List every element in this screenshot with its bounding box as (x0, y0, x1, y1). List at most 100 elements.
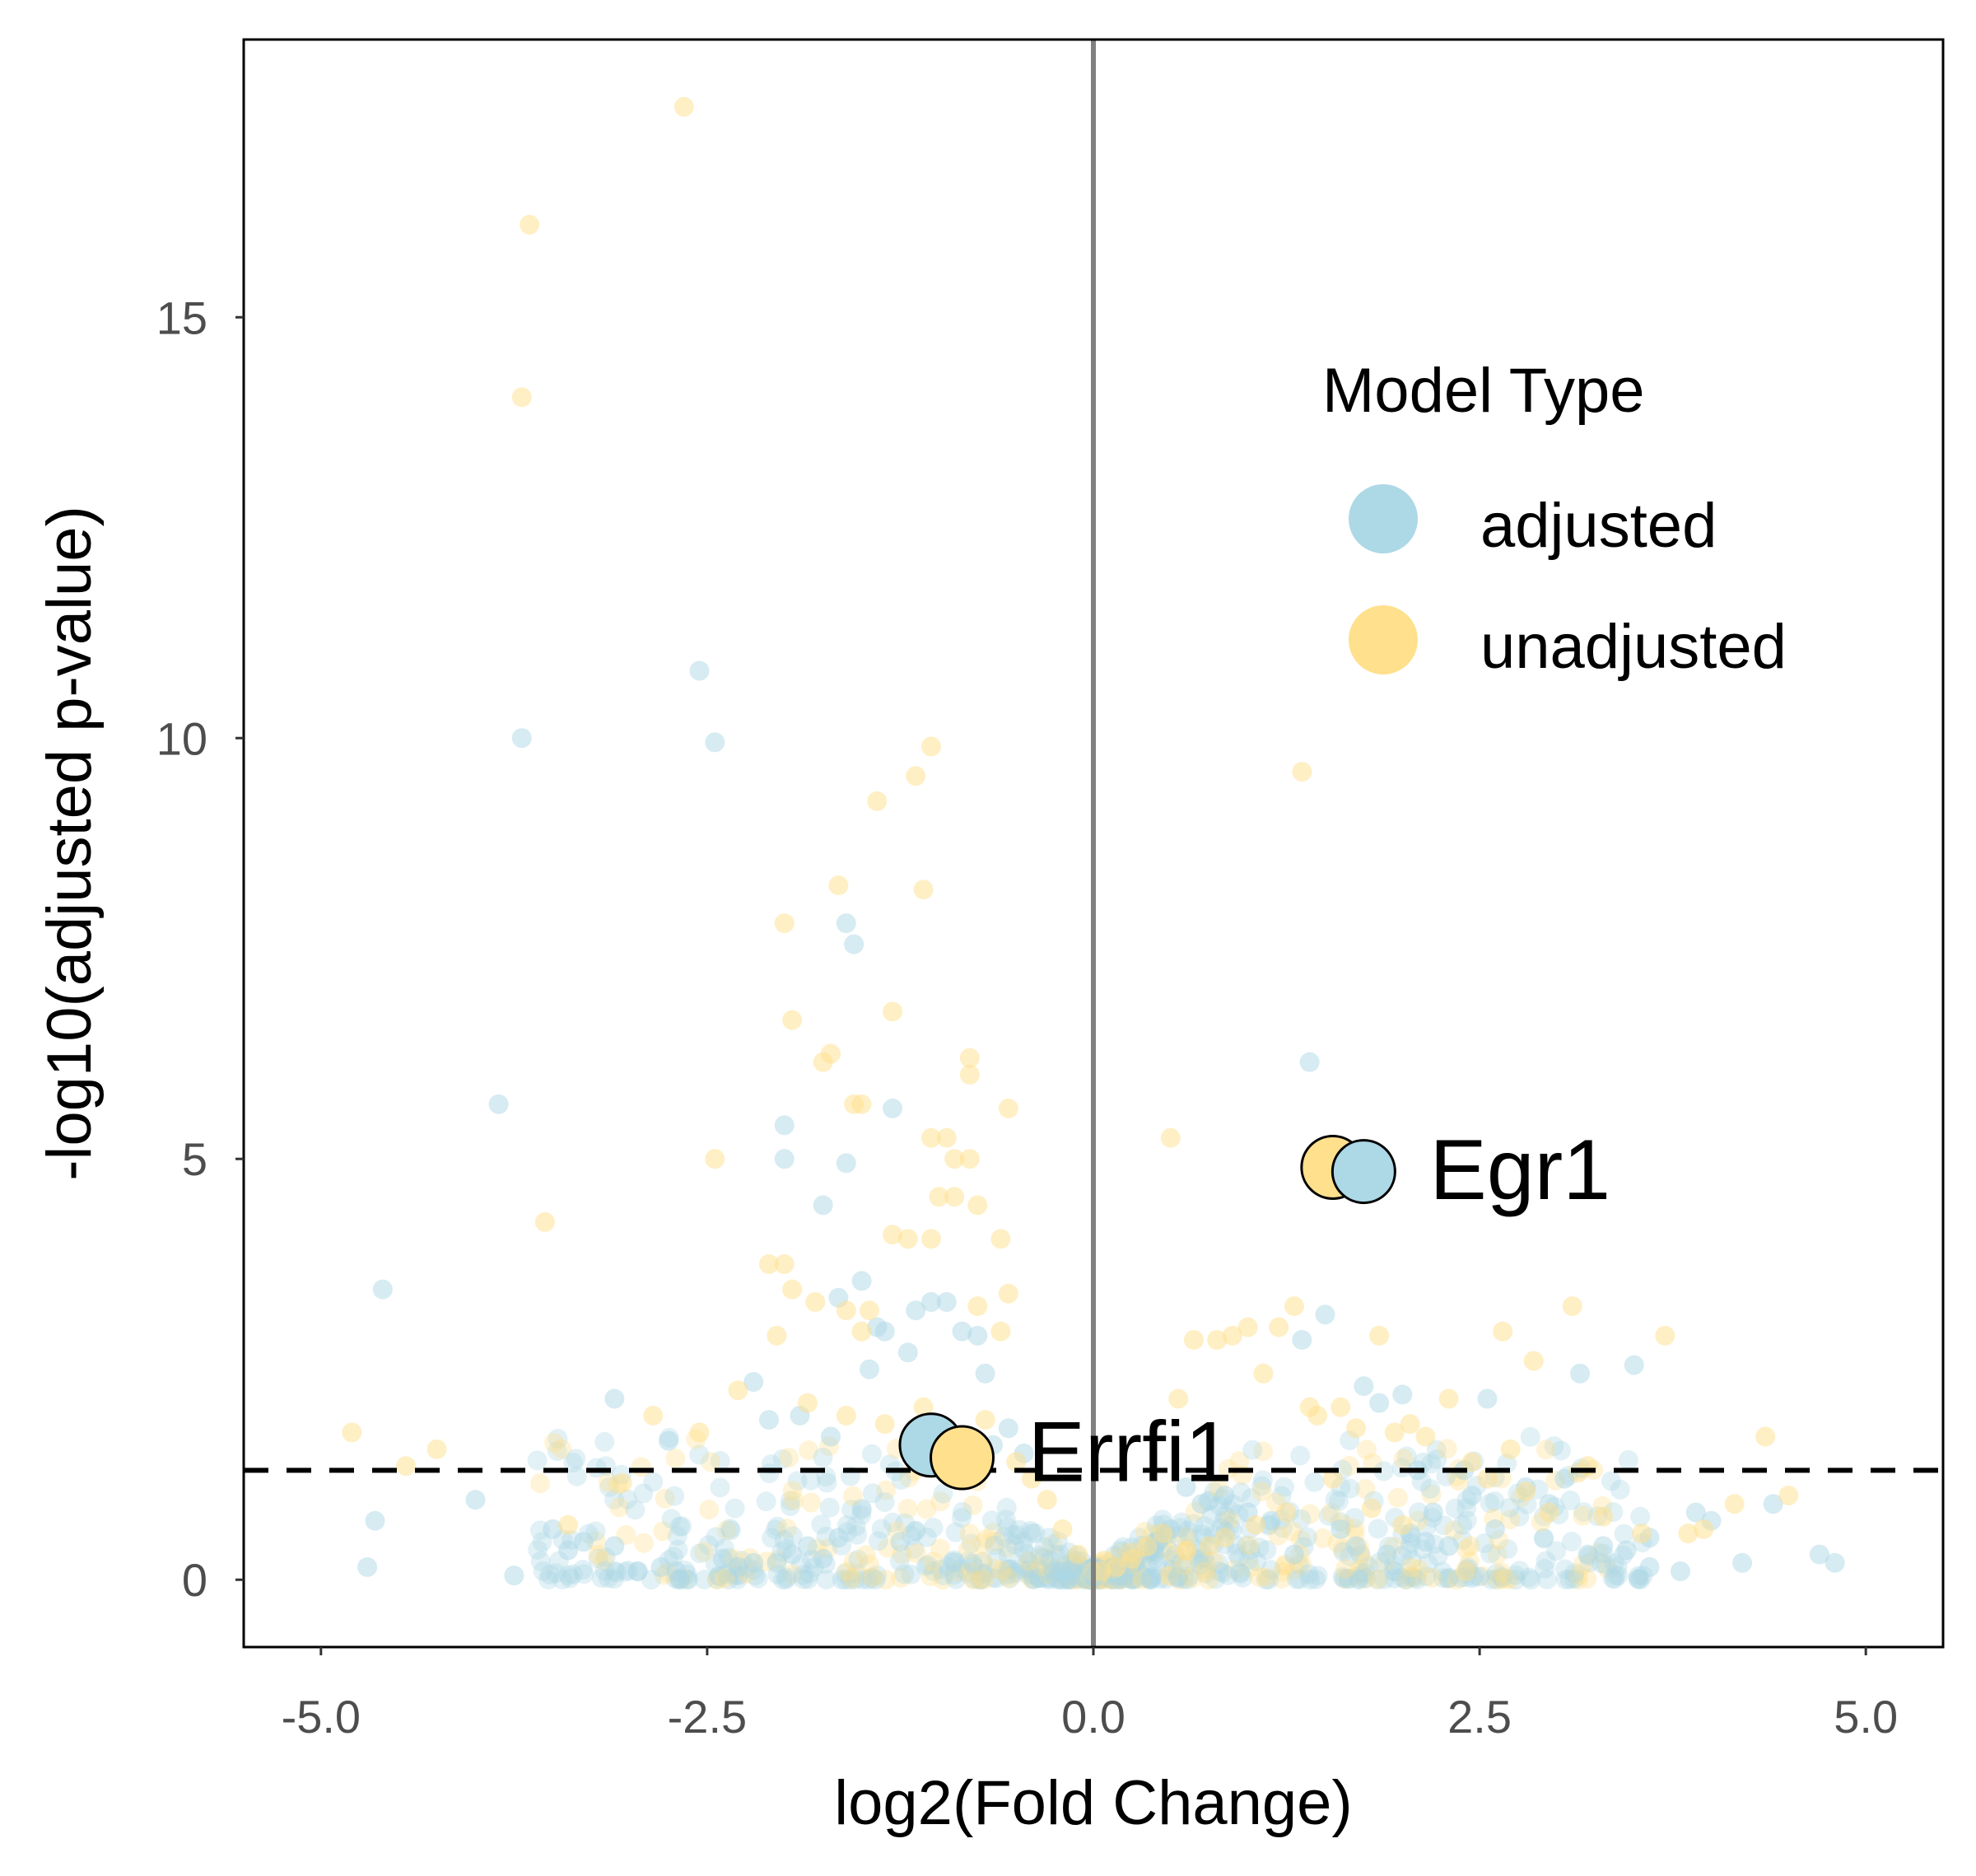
cloud-point (1291, 1529, 1312, 1550)
point-adjusted (767, 1552, 787, 1573)
cloud-point (846, 1516, 866, 1537)
cloud-point (958, 1552, 978, 1572)
point-unadjusted (913, 1397, 934, 1417)
cloud-point (782, 1526, 803, 1547)
cloud-point (1247, 1551, 1267, 1571)
point-unadjusted (1322, 1468, 1343, 1489)
cloud-point (1500, 1510, 1521, 1530)
point-adjusted (1570, 1363, 1591, 1384)
point-adjusted (1438, 1536, 1459, 1556)
cloud-point (566, 1466, 587, 1486)
cloud-point (1014, 1539, 1034, 1560)
cloud-point (1418, 1553, 1438, 1574)
point-adjusted (936, 1291, 957, 1312)
point-unadjusted (1500, 1439, 1521, 1459)
cloud-point (1521, 1570, 1541, 1590)
cloud-point (841, 1500, 862, 1520)
cloud-point (1149, 1569, 1170, 1589)
cloud-point (1167, 1567, 1188, 1588)
cloud-point (1499, 1497, 1520, 1518)
cloud-point (598, 1472, 618, 1492)
cloud-point (1272, 1561, 1293, 1582)
cloud-point (962, 1496, 983, 1516)
cloud-point (801, 1492, 822, 1513)
cloud-point (558, 1565, 579, 1585)
cloud-point (1486, 1563, 1507, 1584)
cloud-point (1455, 1560, 1475, 1580)
cloud-point (811, 1514, 832, 1535)
cloud-point (1010, 1558, 1031, 1579)
point-unadjusted (1493, 1321, 1513, 1342)
point-unadjusted (1222, 1325, 1242, 1346)
cloud-point (1421, 1484, 1442, 1505)
point-unadjusted (520, 214, 540, 235)
cloud-point (1230, 1563, 1251, 1584)
point-unadjusted (728, 1380, 748, 1401)
point-unadjusted (643, 1405, 664, 1426)
point-unadjusted (1678, 1524, 1699, 1544)
point-adjusted (504, 1566, 524, 1586)
point-unadjusted (906, 766, 926, 786)
x-tick-label: -2.5 (668, 1691, 748, 1743)
point-adjusted (1624, 1355, 1644, 1375)
point-unadjusted (1153, 1524, 1173, 1544)
cloud-point (891, 1469, 911, 1490)
cloud-point (1040, 1550, 1060, 1570)
point-unadjusted (534, 1211, 555, 1232)
cloud-point (1304, 1472, 1325, 1492)
cloud-point (972, 1563, 993, 1584)
point-unadjusted (673, 96, 694, 117)
point-adjusted (874, 1321, 895, 1342)
cloud-point (1432, 1561, 1452, 1582)
cloud-point (851, 1498, 872, 1519)
cloud-point (835, 1570, 855, 1590)
cloud-point (1401, 1550, 1422, 1570)
cloud-point (1195, 1563, 1216, 1584)
cloud-point (710, 1450, 730, 1471)
cloud-point (851, 1505, 872, 1525)
cloud-point (1334, 1568, 1354, 1589)
point-adjusted (543, 1519, 563, 1539)
point-adjusted (774, 1115, 795, 1136)
cloud-point (1249, 1538, 1270, 1558)
cloud-point (1456, 1561, 1477, 1582)
point-unadjusted (558, 1514, 579, 1535)
cloud-point (1491, 1566, 1512, 1587)
cloud-point (891, 1568, 911, 1589)
point-unadjusted (1392, 1514, 1413, 1535)
cloud-point (1602, 1568, 1623, 1589)
point-unadjusted (859, 1300, 879, 1321)
point-unadjusted (1578, 1456, 1598, 1477)
cloud-point (595, 1456, 616, 1477)
cloud-point (1215, 1505, 1236, 1526)
point-unadjusted (1068, 1544, 1088, 1565)
cloud-point (916, 1499, 937, 1519)
cloud-point (1020, 1564, 1041, 1584)
cloud-point (916, 1556, 936, 1576)
cloud-point (1489, 1570, 1510, 1590)
cloud-point (1274, 1477, 1294, 1497)
cloud-point (917, 1555, 938, 1575)
cloud-point (1034, 1547, 1055, 1568)
cloud-point (861, 1444, 882, 1464)
cloud-point (1355, 1553, 1376, 1574)
cloud-point (633, 1533, 654, 1553)
cloud-point (661, 1509, 682, 1529)
point-adjusted (1616, 1540, 1637, 1561)
cloud-point (1554, 1559, 1575, 1580)
cloud-point (1391, 1567, 1412, 1588)
cloud-point (894, 1564, 915, 1584)
cloud-point (1384, 1568, 1405, 1589)
cloud-point (1017, 1551, 1037, 1571)
cloud-point (817, 1472, 837, 1493)
cloud-point (1546, 1541, 1567, 1561)
cloud-point (1125, 1569, 1146, 1589)
cloud-point (701, 1452, 721, 1472)
cloud-point (1401, 1557, 1422, 1578)
point-unadjusted (1292, 762, 1312, 782)
point-unadjusted (851, 1321, 872, 1342)
cloud-point (1456, 1510, 1477, 1531)
legend-label-unadjusted: unadjusted (1480, 612, 1787, 682)
cloud-point (546, 1563, 566, 1584)
cloud-point (1025, 1523, 1046, 1543)
